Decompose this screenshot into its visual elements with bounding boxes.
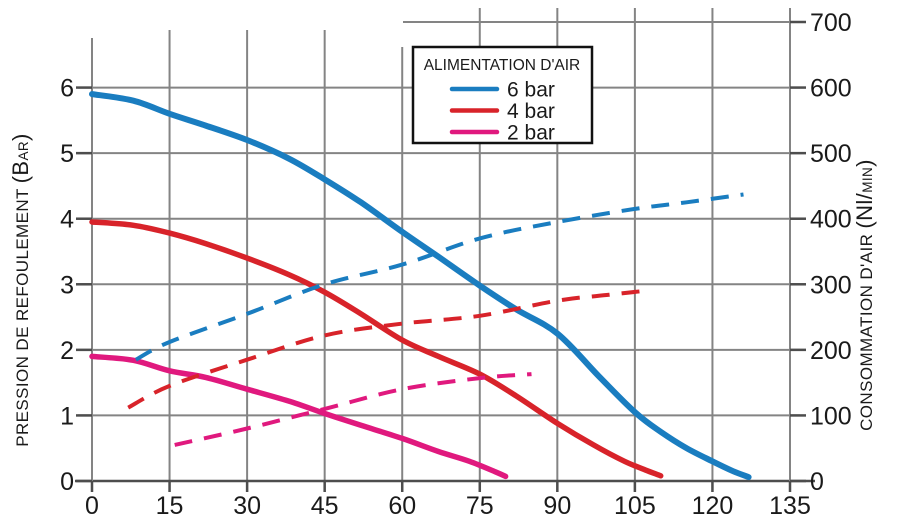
axis-labels: 0 15 30 45 60 75 90 105 120 135012345601002003004… (8, 9, 877, 520)
y-right-tick-label: 400 (810, 206, 852, 234)
y-left-tick-label: 5 (60, 140, 74, 168)
x-tick-label: 75 (466, 492, 494, 520)
y-right-tick-label: 600 (810, 75, 852, 103)
curve-2bar-pressure (89, 353, 509, 480)
x-tick-label: 105 (614, 492, 656, 520)
x-tick-label: 135 (769, 492, 811, 520)
x-tick-label: 15 (156, 492, 184, 520)
y-right-tick-label: 200 (810, 337, 852, 365)
legend-title: ALIMENTATION D'AIR (424, 57, 581, 74)
y-right-axis-title: CONSOMMATION D'AIR (Nl/MIN) (852, 159, 877, 431)
curve-2bar-consumption (174, 372, 532, 447)
curve-4bar-pressure (89, 219, 664, 479)
y-left-tick-label: 1 (60, 402, 74, 430)
x-tick-label: 45 (311, 492, 339, 520)
x-tick-label: 90 (543, 492, 571, 520)
y-left-tick-label: 3 (60, 271, 74, 299)
y-right-tick-label: 700 (810, 9, 852, 37)
y-left-tick-label: 4 (60, 206, 74, 234)
x-tick-label: 60 (388, 492, 416, 520)
y-left-tick-label: 6 (60, 75, 74, 103)
y-right-tick-label: 0 (810, 468, 824, 496)
curve-6bar-pressure (89, 91, 752, 481)
x-tick-label: 30 (233, 492, 261, 520)
curve-6bar-consumption (134, 192, 744, 362)
x-tick-label: 120 (692, 492, 734, 520)
y-left-tick-label: 0 (60, 468, 74, 496)
legend-label-6bar: 6 bar (507, 79, 555, 102)
y-right-tick-label: 500 (810, 140, 852, 168)
legend-label-4bar: 4 bar (507, 100, 555, 123)
legend-label-2bar: 2 bar (507, 122, 555, 145)
legend-box (411, 45, 594, 145)
y-right-tick-label: 100 (810, 402, 852, 430)
y-right-tick-label: 300 (810, 271, 852, 299)
curve-4bar-consumption (127, 288, 646, 410)
y-left-axis-title: PRESSION DE REFOULEMENT (BAR) (8, 133, 33, 447)
curves (89, 91, 752, 481)
x-tick-label: 0 (85, 492, 99, 520)
y-left-tick-label: 2 (60, 337, 74, 365)
